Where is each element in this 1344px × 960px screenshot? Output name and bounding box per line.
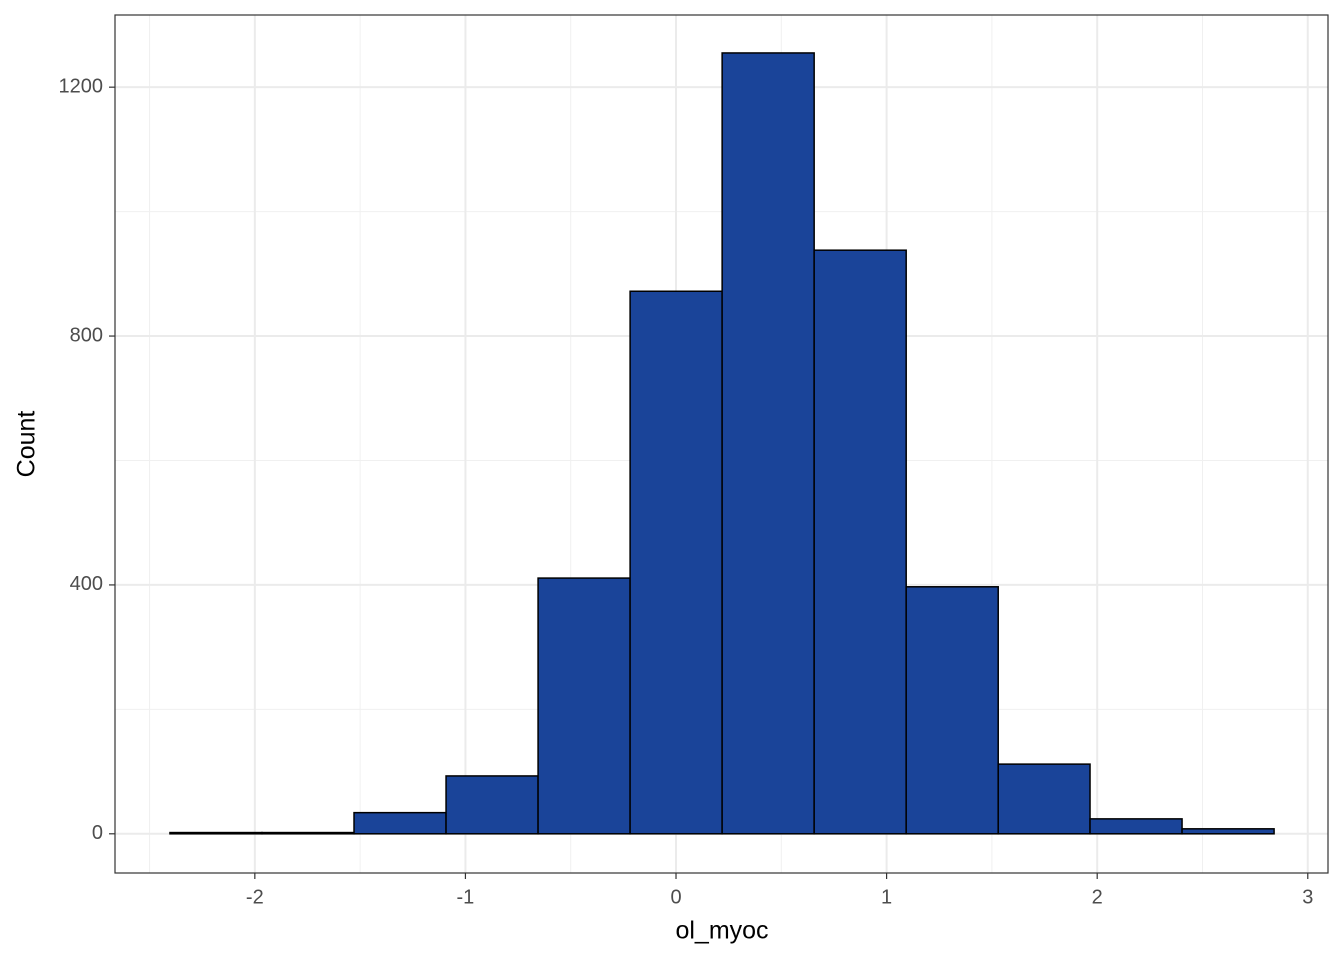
bar: [537, 577, 631, 835]
bar: [721, 52, 815, 835]
x-axis-title: ol_myoc: [675, 917, 768, 945]
x-tick-label: 2: [1092, 886, 1103, 908]
bar: [261, 831, 355, 835]
x-tick-label: -2: [246, 886, 264, 908]
y-axis-title: Count: [13, 411, 41, 478]
bar: [1181, 828, 1275, 835]
bar: [1089, 818, 1183, 835]
bar: [997, 763, 1091, 835]
bar: [445, 775, 539, 835]
bar: [353, 811, 447, 835]
bar: [813, 249, 907, 835]
y-tick-label: 0: [92, 822, 103, 844]
x-tick-label: 0: [670, 886, 681, 908]
y-tick-label: 400: [70, 573, 103, 595]
bar: [905, 586, 999, 835]
bar: [629, 290, 723, 835]
plot-border: [114, 14, 1329, 874]
y-tick-label: 1200: [59, 75, 104, 97]
x-tick-label: 3: [1302, 886, 1313, 908]
y-tick-label: 800: [70, 324, 103, 346]
x-tick-label: 1: [881, 886, 892, 908]
bar: [169, 831, 263, 835]
x-tick-label: -1: [457, 886, 475, 908]
